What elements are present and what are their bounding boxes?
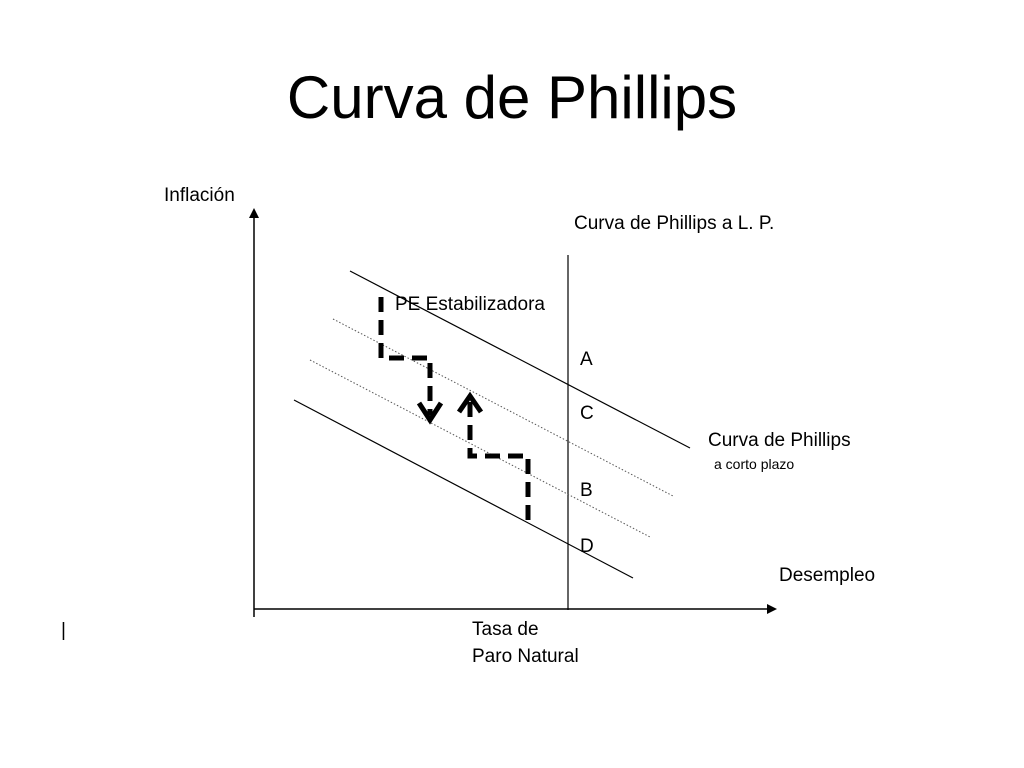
x-axis-label: Desempleo [779, 565, 875, 586]
y-axis-label: Inflación [164, 185, 235, 206]
policy-path-down [378, 297, 433, 415]
short-run-curve-dotted-lower [309, 359, 651, 538]
point-d-label: D [580, 536, 594, 557]
short-run-curve-label: Curva de Phillips [708, 430, 851, 451]
short-run-curve-dotted-upper [332, 318, 674, 497]
long-run-curve-label: Curva de Phillips a L. P. [574, 213, 774, 234]
policy-path-up [467, 402, 531, 520]
slide-title: Curva de Phillips [286, 64, 738, 131]
arrow-down-icon [416, 401, 444, 425]
point-a-label: A [580, 349, 593, 370]
point-c-label: C [580, 403, 594, 424]
policy-label: PE Estabilizadora [395, 294, 545, 315]
short-run-curve-upper [349, 270, 691, 449]
natural-rate-label-line2: Paro Natural [472, 646, 579, 667]
natural-rate-label-line1: Tasa de [472, 619, 539, 640]
arrow-up-icon [456, 391, 484, 414]
short-run-curve-lower [293, 399, 634, 579]
point-b-label: B [580, 480, 593, 501]
short-run-curve-sublabel: a corto plazo [714, 456, 794, 472]
cursor-mark: | [61, 620, 66, 641]
